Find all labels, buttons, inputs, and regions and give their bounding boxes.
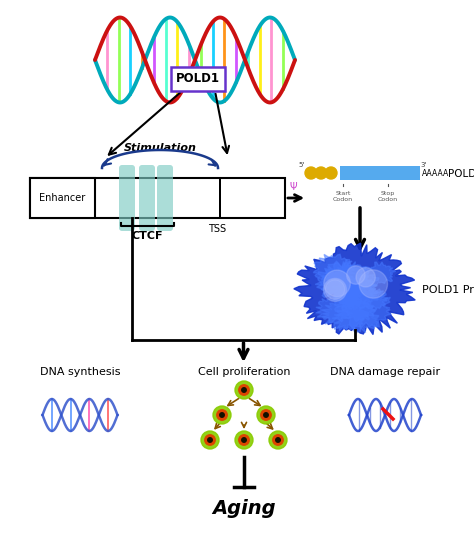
Text: POLD1: POLD1	[176, 72, 220, 85]
Text: Ψ: Ψ	[289, 182, 297, 192]
Polygon shape	[316, 295, 353, 323]
Polygon shape	[333, 288, 362, 309]
Bar	[30, 178, 95, 218]
Circle shape	[205, 435, 215, 445]
Text: 5': 5'	[299, 162, 305, 168]
Polygon shape	[342, 298, 375, 322]
Text: Enhancer: Enhancer	[39, 193, 86, 203]
Circle shape	[305, 167, 317, 179]
Polygon shape	[332, 274, 377, 306]
Text: Stop
Codon: Stop Codon	[378, 191, 398, 202]
Bar	[30, 178, 285, 218]
Circle shape	[239, 435, 249, 445]
Text: Stimulation: Stimulation	[124, 143, 196, 153]
Circle shape	[273, 435, 283, 445]
Circle shape	[325, 167, 337, 179]
FancyBboxPatch shape	[157, 165, 173, 231]
Circle shape	[235, 431, 253, 449]
Circle shape	[220, 413, 224, 417]
Polygon shape	[356, 267, 375, 287]
Polygon shape	[359, 270, 388, 298]
Polygon shape	[332, 301, 379, 333]
Text: POLD1 Protein: POLD1 Protein	[422, 285, 474, 295]
Polygon shape	[313, 255, 356, 284]
Circle shape	[242, 388, 246, 392]
Polygon shape	[322, 297, 369, 330]
Polygon shape	[364, 262, 396, 285]
Text: DNA synthesis: DNA synthesis	[40, 367, 120, 377]
Bar	[219, 178, 221, 218]
Circle shape	[235, 381, 253, 399]
Text: POLD1 mRNA: POLD1 mRNA	[448, 169, 474, 179]
Polygon shape	[323, 263, 379, 302]
Polygon shape	[324, 270, 350, 296]
Circle shape	[213, 406, 231, 424]
Polygon shape	[325, 275, 367, 304]
Text: Cell proliferation: Cell proliferation	[198, 367, 290, 377]
Circle shape	[239, 385, 249, 395]
Text: Aging: Aging	[212, 498, 276, 518]
Circle shape	[242, 438, 246, 442]
Polygon shape	[317, 259, 377, 303]
Text: DNA damage repair: DNA damage repair	[330, 367, 440, 377]
FancyBboxPatch shape	[119, 165, 135, 231]
Circle shape	[261, 410, 271, 420]
Circle shape	[217, 410, 227, 420]
Circle shape	[208, 438, 212, 442]
Text: Start
Codon: Start Codon	[333, 191, 353, 202]
Text: TSS: TSS	[208, 224, 226, 234]
FancyBboxPatch shape	[139, 165, 155, 231]
Polygon shape	[337, 282, 379, 310]
Polygon shape	[315, 262, 373, 301]
Text: CTCF: CTCF	[132, 231, 163, 241]
Circle shape	[201, 431, 219, 449]
Text: AAAAA: AAAAA	[422, 169, 449, 178]
Circle shape	[276, 438, 280, 442]
Polygon shape	[325, 280, 345, 299]
FancyBboxPatch shape	[171, 67, 225, 91]
Polygon shape	[335, 287, 391, 329]
Polygon shape	[346, 266, 365, 284]
Polygon shape	[359, 288, 388, 309]
Polygon shape	[294, 243, 415, 335]
Bar	[340, 166, 420, 180]
Circle shape	[315, 167, 327, 179]
Polygon shape	[324, 278, 346, 301]
Circle shape	[264, 413, 268, 417]
Circle shape	[269, 431, 287, 449]
Circle shape	[257, 406, 275, 424]
Text: 3': 3'	[420, 162, 427, 168]
